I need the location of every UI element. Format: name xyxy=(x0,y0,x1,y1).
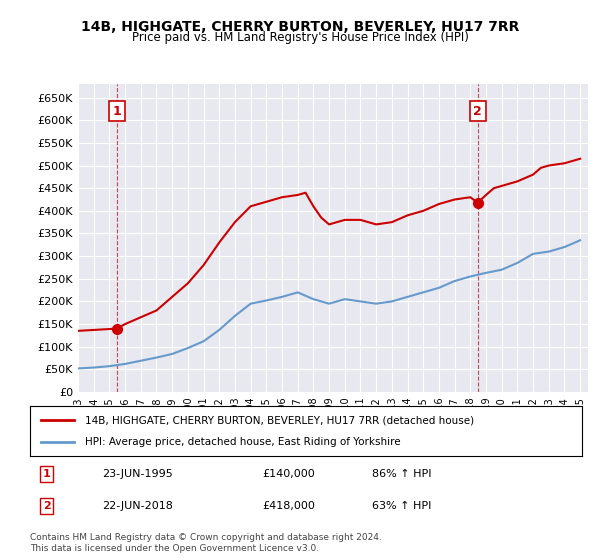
Text: Contains HM Land Registry data © Crown copyright and database right 2024.
This d: Contains HM Land Registry data © Crown c… xyxy=(30,533,382,553)
Text: 63% ↑ HPI: 63% ↑ HPI xyxy=(372,501,431,511)
Text: 14B, HIGHGATE, CHERRY BURTON, BEVERLEY, HU17 7RR (detached house): 14B, HIGHGATE, CHERRY BURTON, BEVERLEY, … xyxy=(85,415,475,425)
Text: 22-JUN-2018: 22-JUN-2018 xyxy=(102,501,173,511)
Text: 23-JUN-1995: 23-JUN-1995 xyxy=(102,469,173,479)
Text: Price paid vs. HM Land Registry's House Price Index (HPI): Price paid vs. HM Land Registry's House … xyxy=(131,31,469,44)
Text: 2: 2 xyxy=(473,105,482,118)
Text: 2: 2 xyxy=(43,501,50,511)
Text: 14B, HIGHGATE, CHERRY BURTON, BEVERLEY, HU17 7RR: 14B, HIGHGATE, CHERRY BURTON, BEVERLEY, … xyxy=(81,20,519,34)
Text: 1: 1 xyxy=(43,469,50,479)
Text: HPI: Average price, detached house, East Riding of Yorkshire: HPI: Average price, detached house, East… xyxy=(85,437,401,447)
Text: £418,000: £418,000 xyxy=(262,501,315,511)
Text: 86% ↑ HPI: 86% ↑ HPI xyxy=(372,469,432,479)
Text: £140,000: £140,000 xyxy=(262,469,314,479)
Text: 1: 1 xyxy=(112,105,121,118)
